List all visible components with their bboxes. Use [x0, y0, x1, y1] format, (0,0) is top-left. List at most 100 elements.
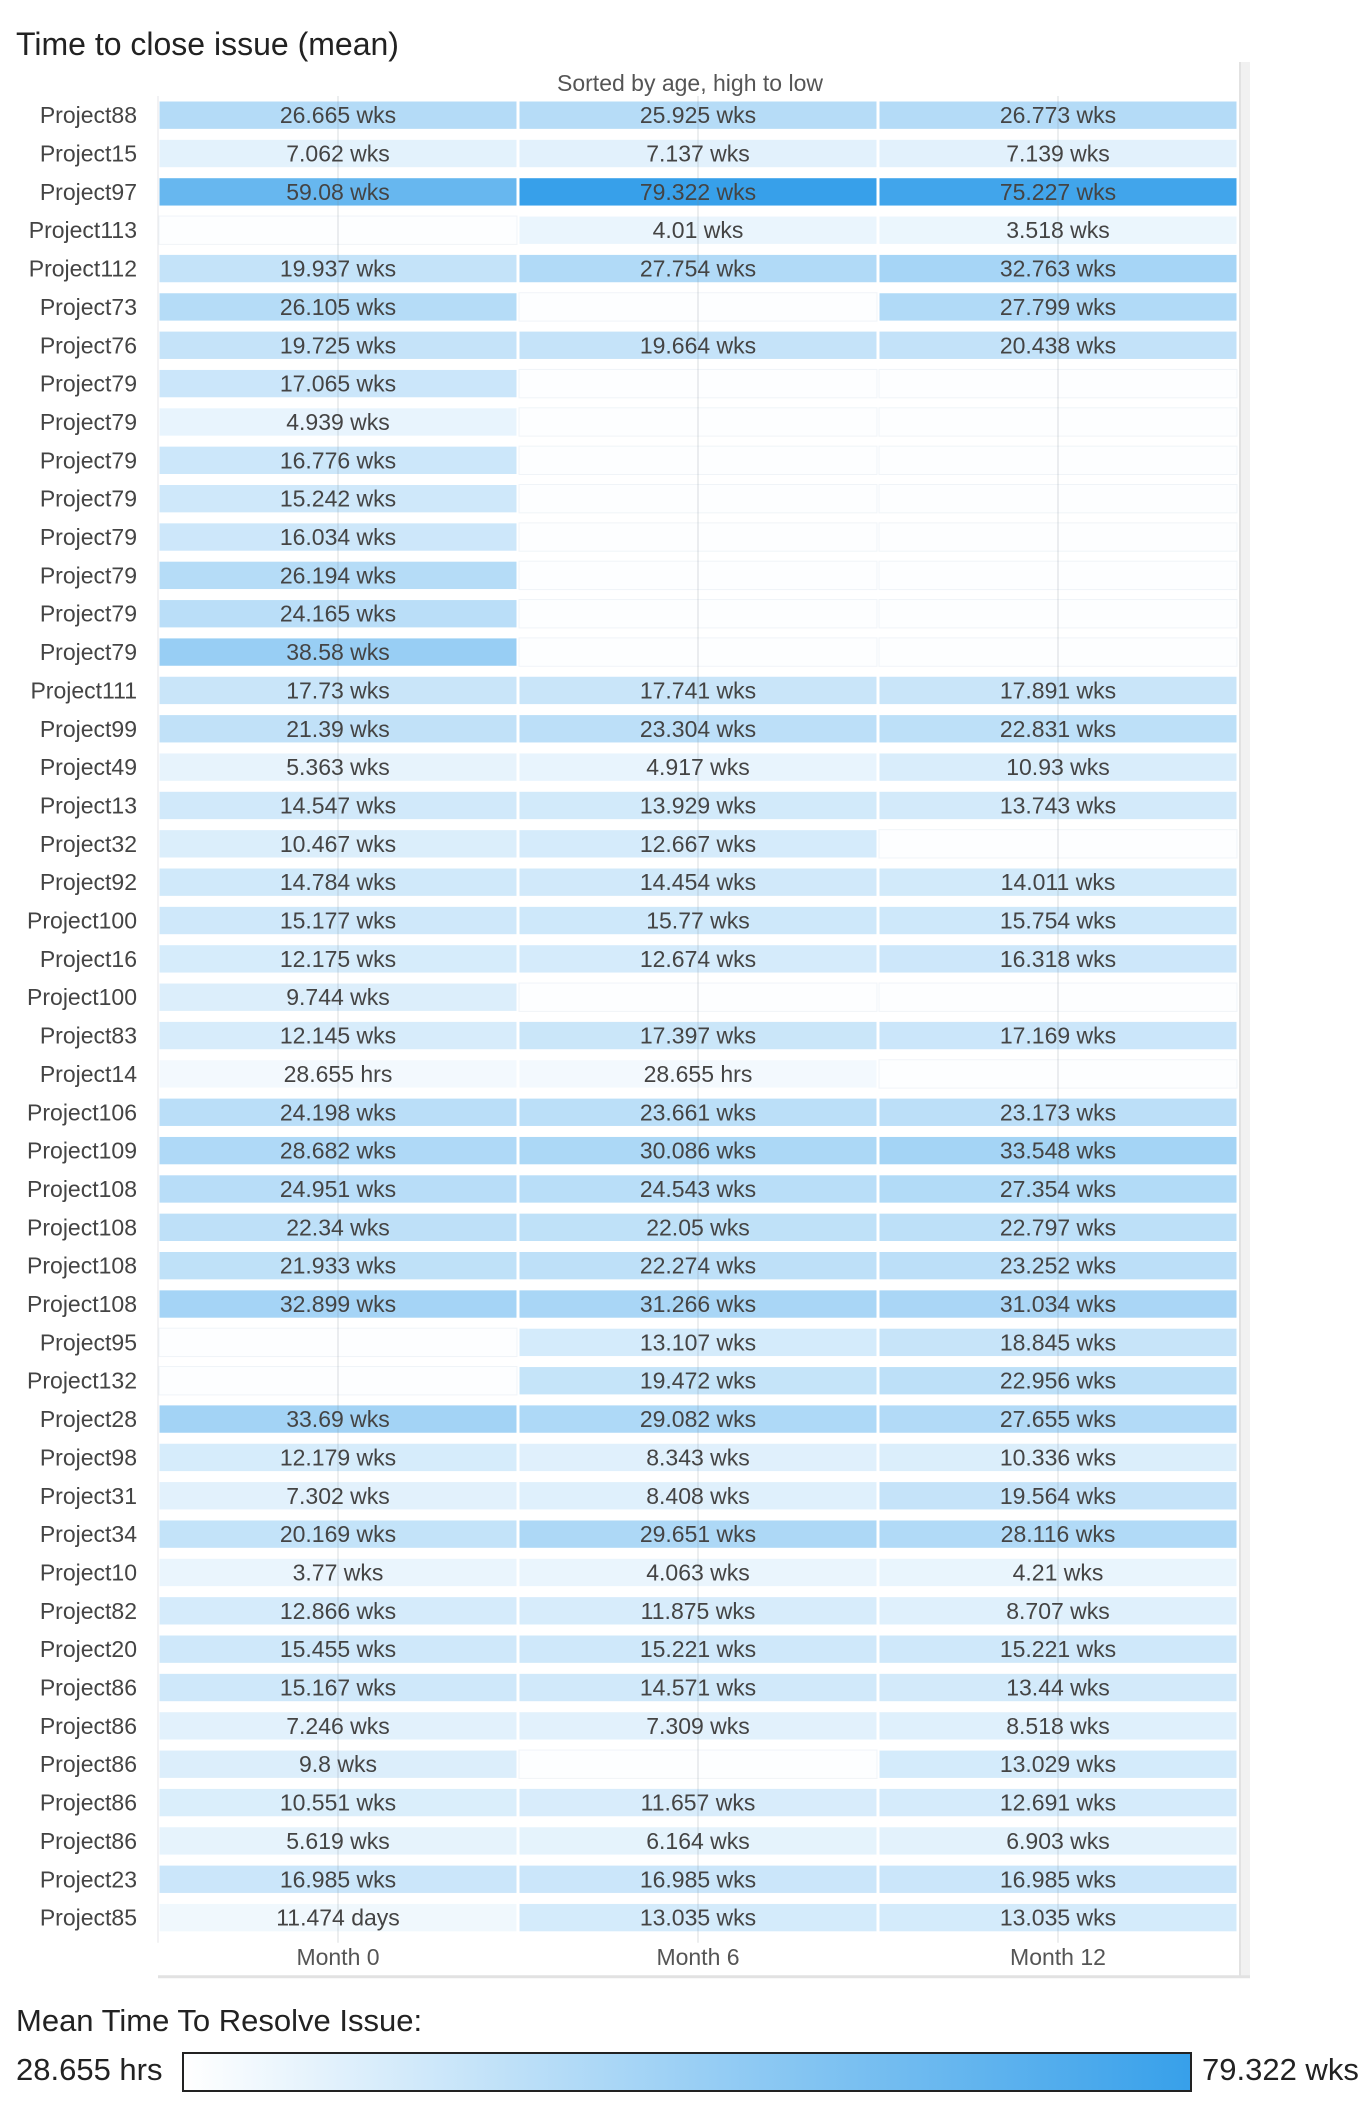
cell-value-label: 11.657 wks	[641, 1790, 756, 1816]
heatmap-cell	[878, 1327, 1238, 1358]
cell-value-label: 22.274 wks	[640, 1253, 756, 1279]
heatmap-cell	[518, 1902, 878, 1933]
cell-value-label: 17.891 wks	[1000, 677, 1116, 703]
heatmap-cell	[878, 1596, 1238, 1626]
heatmap-cell	[158, 1749, 518, 1779]
heatmap-cell	[518, 1020, 878, 1051]
heatmap-cell	[518, 829, 878, 859]
heatmap-cell	[518, 330, 878, 360]
cell-value-label: 31.034 wks	[1000, 1291, 1116, 1317]
cell-value-label: 15.177 wks	[280, 908, 396, 934]
heatmap-cell-empty	[518, 522, 878, 552]
heatmap-cell	[158, 790, 518, 821]
heatmap-cell	[158, 1289, 518, 1319]
row-label: Project132	[27, 1368, 137, 1394]
cell-value-label: 14.454 wks	[640, 869, 756, 895]
heatmap-cell	[158, 1251, 518, 1281]
heatmap-cell	[878, 714, 1238, 744]
heatmap-cell	[158, 1442, 518, 1473]
heatmap-cell	[518, 1711, 878, 1741]
heatmap-cell	[518, 1481, 878, 1511]
heatmap-cell	[878, 1519, 1238, 1549]
heatmap-cell	[158, 752, 518, 782]
heatmap-cell	[158, 138, 518, 169]
heatmap-cell	[518, 1212, 878, 1243]
row-label: Project31	[40, 1483, 137, 1509]
row-label: Project14	[40, 1061, 137, 1087]
heatmap-cell	[158, 1864, 518, 1894]
row-label: Project88	[40, 102, 137, 128]
heatmap-cell	[158, 1481, 518, 1511]
cell-value-label: 17.73 wks	[286, 677, 390, 703]
cell-value-label: 14.784 wks	[280, 869, 396, 895]
cell-value-label: 19.664 wks	[640, 332, 756, 358]
cell-value-label: 10.336 wks	[1000, 1444, 1116, 1470]
heatmap-cell	[158, 1902, 518, 1933]
row-label: Project95	[40, 1329, 137, 1355]
cell-value-label: 13.44 wks	[1006, 1675, 1110, 1701]
cell-value-label: 17.741 wks	[640, 677, 756, 703]
heatmap-cell	[878, 100, 1238, 130]
heatmap-cell	[158, 599, 518, 629]
row-label: Project79	[40, 486, 137, 512]
cell-value-label: 17.397 wks	[640, 1023, 756, 1049]
heatmap-cell	[158, 177, 518, 207]
heatmap-cell	[518, 1596, 878, 1626]
heatmap-cell	[158, 1596, 518, 1626]
heatmap-cell	[518, 253, 878, 284]
heatmap-cell	[878, 1404, 1238, 1434]
heatmap-cell-empty	[518, 484, 878, 514]
heatmap-cell	[518, 944, 878, 974]
cell-value-label: 13.035 wks	[640, 1905, 756, 1931]
heatmap-cell	[518, 1289, 878, 1319]
row-label: Project113	[29, 217, 137, 243]
heatmap-cell	[878, 1251, 1238, 1281]
color-scale-title: Mean Time To Resolve Issue:	[16, 2003, 423, 2038]
heatmap-cell	[518, 1787, 878, 1818]
row-label: Project49	[40, 754, 137, 780]
cell-value-label: 19.725 wks	[280, 332, 396, 358]
cell-value-label: 15.242 wks	[280, 486, 396, 512]
heatmap-cell	[878, 253, 1238, 284]
row-label: Project109	[27, 1138, 137, 1164]
cell-value-label: 9.744 wks	[286, 984, 390, 1010]
heatmap-cell	[158, 1557, 518, 1588]
heatmap-cell	[158, 292, 518, 322]
row-label: Project82	[40, 1598, 137, 1624]
cell-value-label: 8.707 wks	[1006, 1598, 1110, 1624]
cell-value-label: 12.179 wks	[280, 1444, 396, 1470]
heatmap-cell	[158, 253, 518, 284]
row-label: Project20	[40, 1636, 137, 1662]
heatmap-cell-empty	[518, 407, 878, 437]
cell-value-label: 27.354 wks	[1000, 1176, 1116, 1202]
heatmap-cell-empty	[518, 560, 878, 591]
heatmap-cell	[518, 675, 878, 706]
row-label: Project86	[40, 1713, 137, 1739]
cell-value-label: 23.173 wks	[1000, 1099, 1116, 1125]
cell-value-label: 7.246 wks	[286, 1713, 390, 1739]
cell-value-label: 24.543 wks	[640, 1176, 756, 1202]
cell-value-label: 15.455 wks	[280, 1636, 396, 1662]
cell-value-label: 3.518 wks	[1006, 217, 1110, 243]
cell-value-label: 13.107 wks	[640, 1329, 756, 1355]
cell-value-label: 21.933 wks	[280, 1253, 396, 1279]
heatmap-cell	[878, 1634, 1238, 1664]
cell-value-label: 15.221 wks	[1000, 1636, 1116, 1662]
heatmap-cell	[878, 1787, 1238, 1818]
cell-value-label: 29.651 wks	[640, 1521, 756, 1547]
row-label: Project108	[27, 1214, 137, 1240]
heatmap-cell-empty	[518, 982, 878, 1012]
heatmap-cell	[158, 407, 518, 437]
heatmap-cell	[158, 1826, 518, 1856]
cell-value-label: 22.831 wks	[1000, 716, 1116, 742]
cell-value-label: 8.408 wks	[646, 1483, 750, 1509]
row-label: Project100	[27, 908, 137, 934]
cell-value-label: 4.939 wks	[286, 409, 390, 435]
heatmap-cell	[878, 1902, 1238, 1933]
cell-value-label: 20.169 wks	[280, 1521, 396, 1547]
cell-value-label: 12.145 wks	[280, 1023, 396, 1049]
heatmap-cell	[518, 1059, 878, 1089]
heatmap-cell	[518, 790, 878, 821]
row-label: Project76	[40, 332, 137, 358]
